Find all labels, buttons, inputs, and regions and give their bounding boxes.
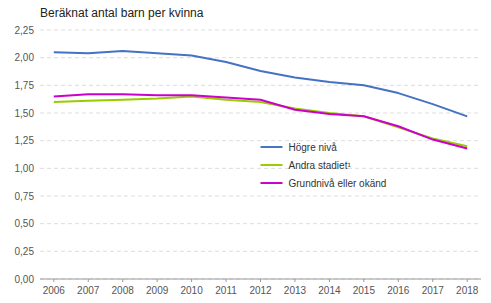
lines (54, 51, 467, 148)
grid-line (40, 57, 481, 58)
y-tick-label: 2,00 (15, 52, 35, 63)
x-tick (53, 279, 54, 282)
x-tick (88, 279, 89, 282)
grid-line (40, 251, 481, 252)
x-tick (226, 279, 227, 282)
x-tick-label: 2006 (43, 285, 66, 296)
y-tick-label: 1,00 (15, 163, 35, 174)
grid-line (40, 85, 481, 86)
x-tick (398, 279, 399, 282)
x-tick-label: 2018 (456, 285, 479, 296)
legend: Högre nivå Andra stadiet¹ Grundnivå eller … (261, 142, 387, 189)
x-tick (191, 279, 192, 282)
x-tick (157, 279, 158, 282)
x-tick (122, 279, 123, 282)
y-tick-label: 1,25 (15, 135, 35, 146)
x-tick-label: 2013 (284, 285, 307, 296)
series-line (54, 51, 467, 116)
grid-line (40, 196, 481, 197)
x-tick-label: 2017 (422, 285, 445, 296)
grid-line (40, 140, 481, 141)
chart: Beräknat antal barn per kvinna 0,00 0,25 0,… (0, 0, 491, 303)
grid-line (40, 113, 481, 114)
x-tick (294, 279, 295, 282)
legend-label: Andra stadiet¹ (289, 160, 352, 171)
grid-line (40, 223, 481, 224)
y-tick-label: 0,00 (15, 274, 35, 285)
x-tick-label: 2007 (77, 285, 100, 296)
y-tick-label: 2,25 (15, 25, 35, 36)
x-tick-label: 2011 (215, 285, 237, 296)
x-tick-label: 2008 (112, 285, 135, 296)
legend-label: Grundnivå eller okänd (289, 178, 387, 189)
y-tick-label: 0,75 (15, 191, 35, 202)
y-tick-label: 0,50 (15, 218, 35, 229)
x-tick (260, 279, 261, 282)
x-tick (363, 279, 364, 282)
x-tick-label: 2012 (249, 285, 272, 296)
x-tick-label: 2009 (146, 285, 169, 296)
grid-line (40, 168, 481, 169)
x-tick-label: 2015 (353, 285, 376, 296)
legend-swatch (261, 164, 283, 166)
series-line (54, 94, 467, 148)
x-tick (329, 279, 330, 282)
y-tick-label: 1,50 (15, 108, 35, 119)
x-tick-label: 2014 (318, 285, 341, 296)
x-tick (432, 279, 433, 282)
x-tick-label: 2016 (387, 285, 410, 296)
legend-swatch (261, 182, 283, 184)
x-tick (467, 279, 468, 282)
y-tick-label: 1,75 (15, 80, 35, 91)
series-line (54, 96, 467, 146)
x-tick-label: 2010 (180, 285, 203, 296)
legend-swatch (261, 146, 283, 148)
grid-line (40, 30, 481, 31)
title: Beräknat antal barn per kvinna (40, 6, 204, 20)
y-grid (40, 30, 481, 279)
y-tick-label: 0,25 (15, 246, 35, 257)
legend-label: Högre nivå (289, 142, 338, 153)
